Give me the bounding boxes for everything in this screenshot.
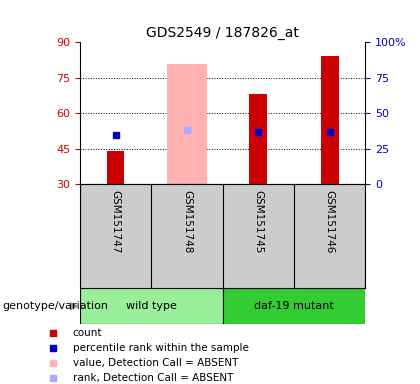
Bar	[249, 94, 267, 184]
Text: GSM151747: GSM151747	[110, 190, 121, 253]
Text: genotype/variation: genotype/variation	[2, 301, 108, 311]
Text: percentile rank within the sample: percentile rank within the sample	[73, 343, 249, 353]
Text: GSM151746: GSM151746	[325, 190, 335, 253]
Bar	[80, 288, 223, 324]
Text: GSM151748: GSM151748	[182, 190, 192, 253]
Title: GDS2549 / 187826_at: GDS2549 / 187826_at	[146, 26, 299, 40]
Bar	[167, 64, 207, 184]
Text: rank, Detection Call = ABSENT: rank, Detection Call = ABSENT	[73, 373, 233, 383]
Bar	[107, 151, 124, 184]
Text: daf-19 mutant: daf-19 mutant	[254, 301, 334, 311]
Bar	[223, 288, 365, 324]
Text: count: count	[73, 328, 102, 338]
Text: GSM151745: GSM151745	[253, 190, 263, 253]
Text: value, Detection Call = ABSENT: value, Detection Call = ABSENT	[73, 358, 238, 368]
Bar	[321, 56, 339, 184]
Text: wild type: wild type	[126, 301, 177, 311]
